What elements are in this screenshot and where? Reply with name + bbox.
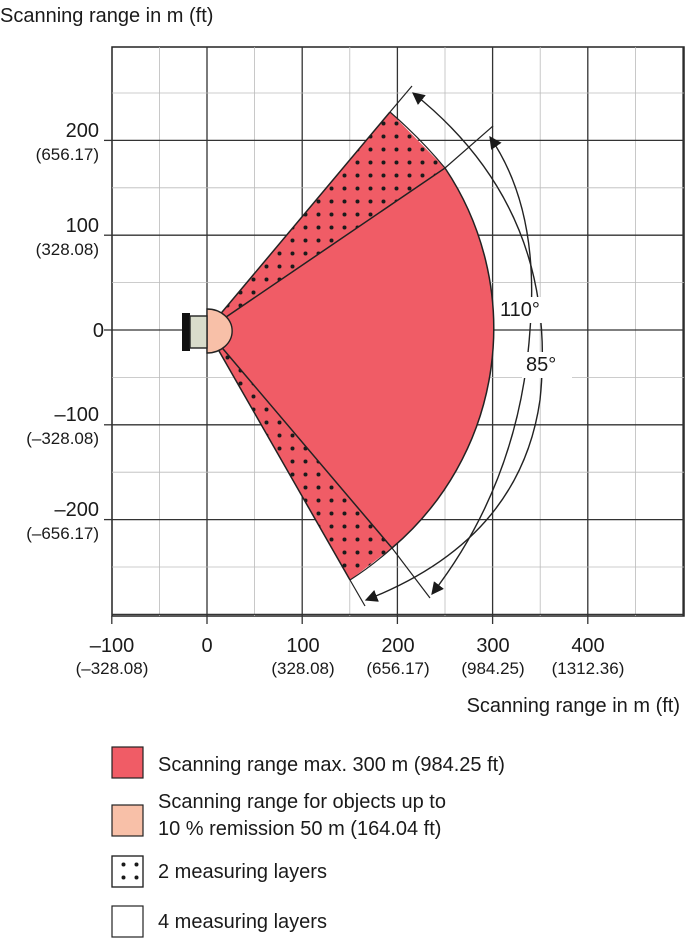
y-tick-sublabel: (–328.08) <box>26 429 99 448</box>
legend-swatch-max-range <box>111 746 144 779</box>
legend-label-2-layers: 2 measuring layers <box>158 861 327 883</box>
y-tick-label: –200 <box>55 499 100 521</box>
y-tick-sublabel: (328.08) <box>36 240 99 259</box>
sensor-mount <box>182 313 190 351</box>
legend-swatch-2-layers <box>111 855 144 888</box>
x-tick-sublabel: (1312.36) <box>552 659 625 678</box>
remission-range-area <box>206 308 233 354</box>
x-tick-sublabel: (–328.08) <box>76 659 149 678</box>
x-tick-label: 200 <box>381 635 414 657</box>
legend-label-4-layers: 4 measuring layers <box>158 911 327 933</box>
angle-inner-bg <box>522 352 572 378</box>
y-tick-label: –100 <box>55 404 100 426</box>
x-tick-sublabel: (656.17) <box>366 659 429 678</box>
legend-label-remission-line1: Scanning range for objects up to <box>158 791 446 813</box>
angle-outer-bg <box>496 297 556 323</box>
x-tick-label: 300 <box>476 635 509 657</box>
x-tick-sublabel: (328.08) <box>271 659 334 678</box>
fov-lower-edge <box>206 329 351 581</box>
legend: Scanning range max. 300 m (984.25 ft) Sc… <box>111 746 505 938</box>
y-axis-title: Scanning range in m (ft) <box>0 5 213 27</box>
ext-line-lower-110 <box>349 579 366 607</box>
y-tick-label: 200 <box>66 120 99 142</box>
y-tick-label: 100 <box>66 215 99 237</box>
y-tick-sublabel: (–656.17) <box>26 524 99 543</box>
y-tick-sublabel: (656.17) <box>36 145 99 164</box>
y-tick-labels: 200 (656.17) 100 (328.08) 0 –100 (–328.0… <box>26 120 104 543</box>
x-tick-labels: –100 (–328.08) 0 100 (328.08) 200 (656.1… <box>76 635 625 678</box>
fov-upper-edge <box>206 111 391 331</box>
x-tick-label: 100 <box>286 635 319 657</box>
legend-label-max-range: Scanning range max. 300 m (984.25 ft) <box>158 754 505 776</box>
legend-label-remission-line2: 10 % remission 50 m (164.04 ft) <box>158 818 441 840</box>
legend-swatch-remission <box>111 804 144 837</box>
x-tick-label: –100 <box>90 635 135 657</box>
angle-inner-label: 85° <box>526 354 556 376</box>
x-axis-title: Scanning range in m (ft) <box>467 695 680 717</box>
y-tick-label: 0 <box>93 320 104 342</box>
x-tick-label: 400 <box>571 635 604 657</box>
legend-swatch-4-layers <box>111 905 144 938</box>
x-tick-label: 0 <box>201 635 212 657</box>
angle-arc-85 <box>431 135 533 595</box>
lower-dotted-wedge-dots <box>207 330 392 580</box>
angle-outer-label: 110° <box>500 299 540 321</box>
x-tick-sublabel: (984.25) <box>461 659 524 678</box>
sensor-body <box>189 315 208 349</box>
